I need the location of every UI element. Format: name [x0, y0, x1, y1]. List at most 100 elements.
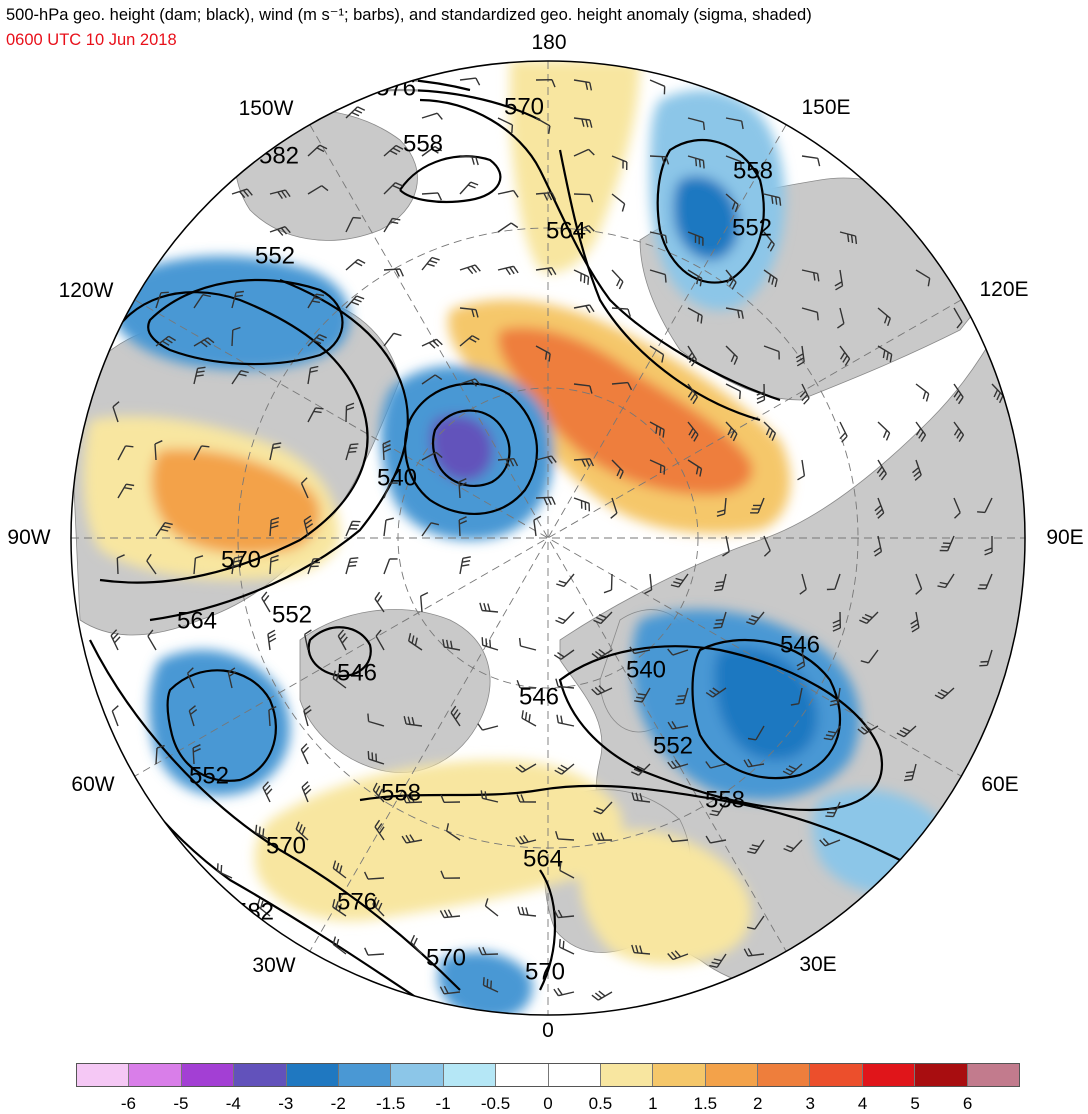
- wind-barb: [801, 269, 820, 282]
- wind-barb: [401, 834, 423, 844]
- wind-barb: [799, 573, 807, 595]
- wind-barb: [193, 337, 215, 348]
- wind-barb: [155, 335, 176, 347]
- colorbar-swatch: [862, 1064, 916, 1086]
- colorbar-tick-label: 1.5: [693, 1094, 718, 1113]
- wind-barb: [383, 558, 398, 575]
- wind-barb: [667, 950, 689, 961]
- wind-barb: [979, 649, 993, 667]
- wind-barb: [262, 781, 273, 803]
- wind-barb: [269, 554, 279, 575]
- wind-barb: [410, 934, 423, 955]
- colorbar-tick-label: -6: [120, 1094, 136, 1113]
- wind-barb: [267, 629, 277, 651]
- colorbar-tick-label: 4: [857, 1094, 868, 1113]
- wind-barb: [383, 182, 403, 195]
- wind-barb: [591, 990, 613, 1001]
- positive-anomaly-pacific: [510, 61, 640, 273]
- wind-barb: [801, 307, 819, 321]
- wind-barb: [535, 79, 556, 88]
- wind-barbs: [110, 77, 1004, 1001]
- wind-barb: [953, 383, 964, 405]
- wind-barb: [555, 678, 575, 689]
- wind-barb: [117, 483, 135, 499]
- colorbar-tick-label: 1: [648, 1094, 658, 1113]
- wind-barb: [725, 383, 741, 400]
- wind-barb: [155, 291, 169, 309]
- wind-barb: [573, 117, 593, 128]
- wind-barb: [303, 705, 312, 727]
- wind-barb: [193, 294, 211, 309]
- wind-barb: [255, 824, 271, 841]
- wind-barb: [796, 649, 806, 671]
- wind-barb: [790, 687, 803, 706]
- wind-barb: [146, 553, 157, 575]
- wind-barb: [629, 646, 651, 655]
- wind-barb: [421, 112, 443, 120]
- wind-barb: [743, 758, 765, 768]
- wind-barb: [337, 629, 348, 651]
- colorbar-tick-label: -3: [278, 1094, 294, 1113]
- wind-barb: [801, 155, 821, 167]
- figure-title: 500-hPa geo. height (dam; black), wind (…: [6, 6, 812, 24]
- wind-barb: [709, 953, 727, 968]
- contour-label: 576: [337, 889, 377, 916]
- wind-barb: [857, 724, 879, 735]
- wind-barb: [904, 763, 917, 782]
- wind-barb: [193, 555, 204, 575]
- colorbar-tick-label: 2: [753, 1094, 763, 1113]
- wind-barb: [231, 555, 243, 575]
- wind-barb: [227, 667, 237, 689]
- wind-barb: [910, 611, 920, 633]
- wind-barb: [269, 189, 291, 200]
- wind-barb: [307, 407, 324, 423]
- wind-barb: [269, 226, 291, 236]
- wind-barb: [112, 401, 120, 423]
- wind-barb: [155, 522, 173, 537]
- colorbar-swatch: [77, 1064, 130, 1086]
- wind-barb: [687, 155, 705, 169]
- wind-barb: [819, 838, 841, 847]
- wind-barb: [705, 687, 727, 698]
- wind-barb: [497, 189, 519, 198]
- wind-barb: [667, 721, 689, 730]
- wind-barb: [517, 906, 537, 917]
- wind-barb: [364, 947, 385, 956]
- wind-barb: [977, 573, 993, 590]
- wind-barb: [345, 443, 359, 461]
- core-negative-arctic-low: [430, 415, 494, 481]
- wind-barb: [556, 714, 575, 727]
- wind-barb: [915, 269, 931, 287]
- contour-546-greenland: [307, 626, 372, 678]
- wind-barb: [915, 573, 923, 595]
- lon-label-120e: 120E: [979, 278, 1029, 301]
- wind-barb: [535, 117, 551, 134]
- wind-barb: [231, 326, 241, 347]
- wind-barb: [649, 459, 666, 475]
- wind-barb: [573, 304, 595, 313]
- colorbar-swatch: [705, 1064, 759, 1086]
- wind-barb: [687, 231, 704, 246]
- wind-barb: [953, 421, 965, 442]
- colorbar-swatch: [915, 1064, 968, 1086]
- wind-barb: [375, 629, 385, 651]
- contour-label: 558: [381, 780, 421, 807]
- contour-label: 546: [337, 660, 377, 687]
- wind-barb: [231, 290, 244, 309]
- wind-barb: [763, 345, 780, 360]
- wind-barb: [611, 307, 631, 317]
- positive-anomaly-atlantic: [254, 760, 623, 921]
- lon-label-150w: 150W: [238, 97, 294, 120]
- wind-barb: [535, 496, 556, 506]
- contour-552-kamchatka: [656, 138, 765, 284]
- wind-barb: [839, 421, 848, 443]
- wind-barb: [555, 611, 575, 625]
- wind-barb: [440, 794, 461, 803]
- wind-barb: [953, 307, 963, 329]
- wind-barb: [480, 790, 499, 803]
- lon-label-30e: 30E: [799, 953, 837, 976]
- colorbar-tick-label: 0: [543, 1094, 553, 1113]
- wind-barb: [459, 556, 471, 575]
- contour-546-barents: [691, 638, 842, 780]
